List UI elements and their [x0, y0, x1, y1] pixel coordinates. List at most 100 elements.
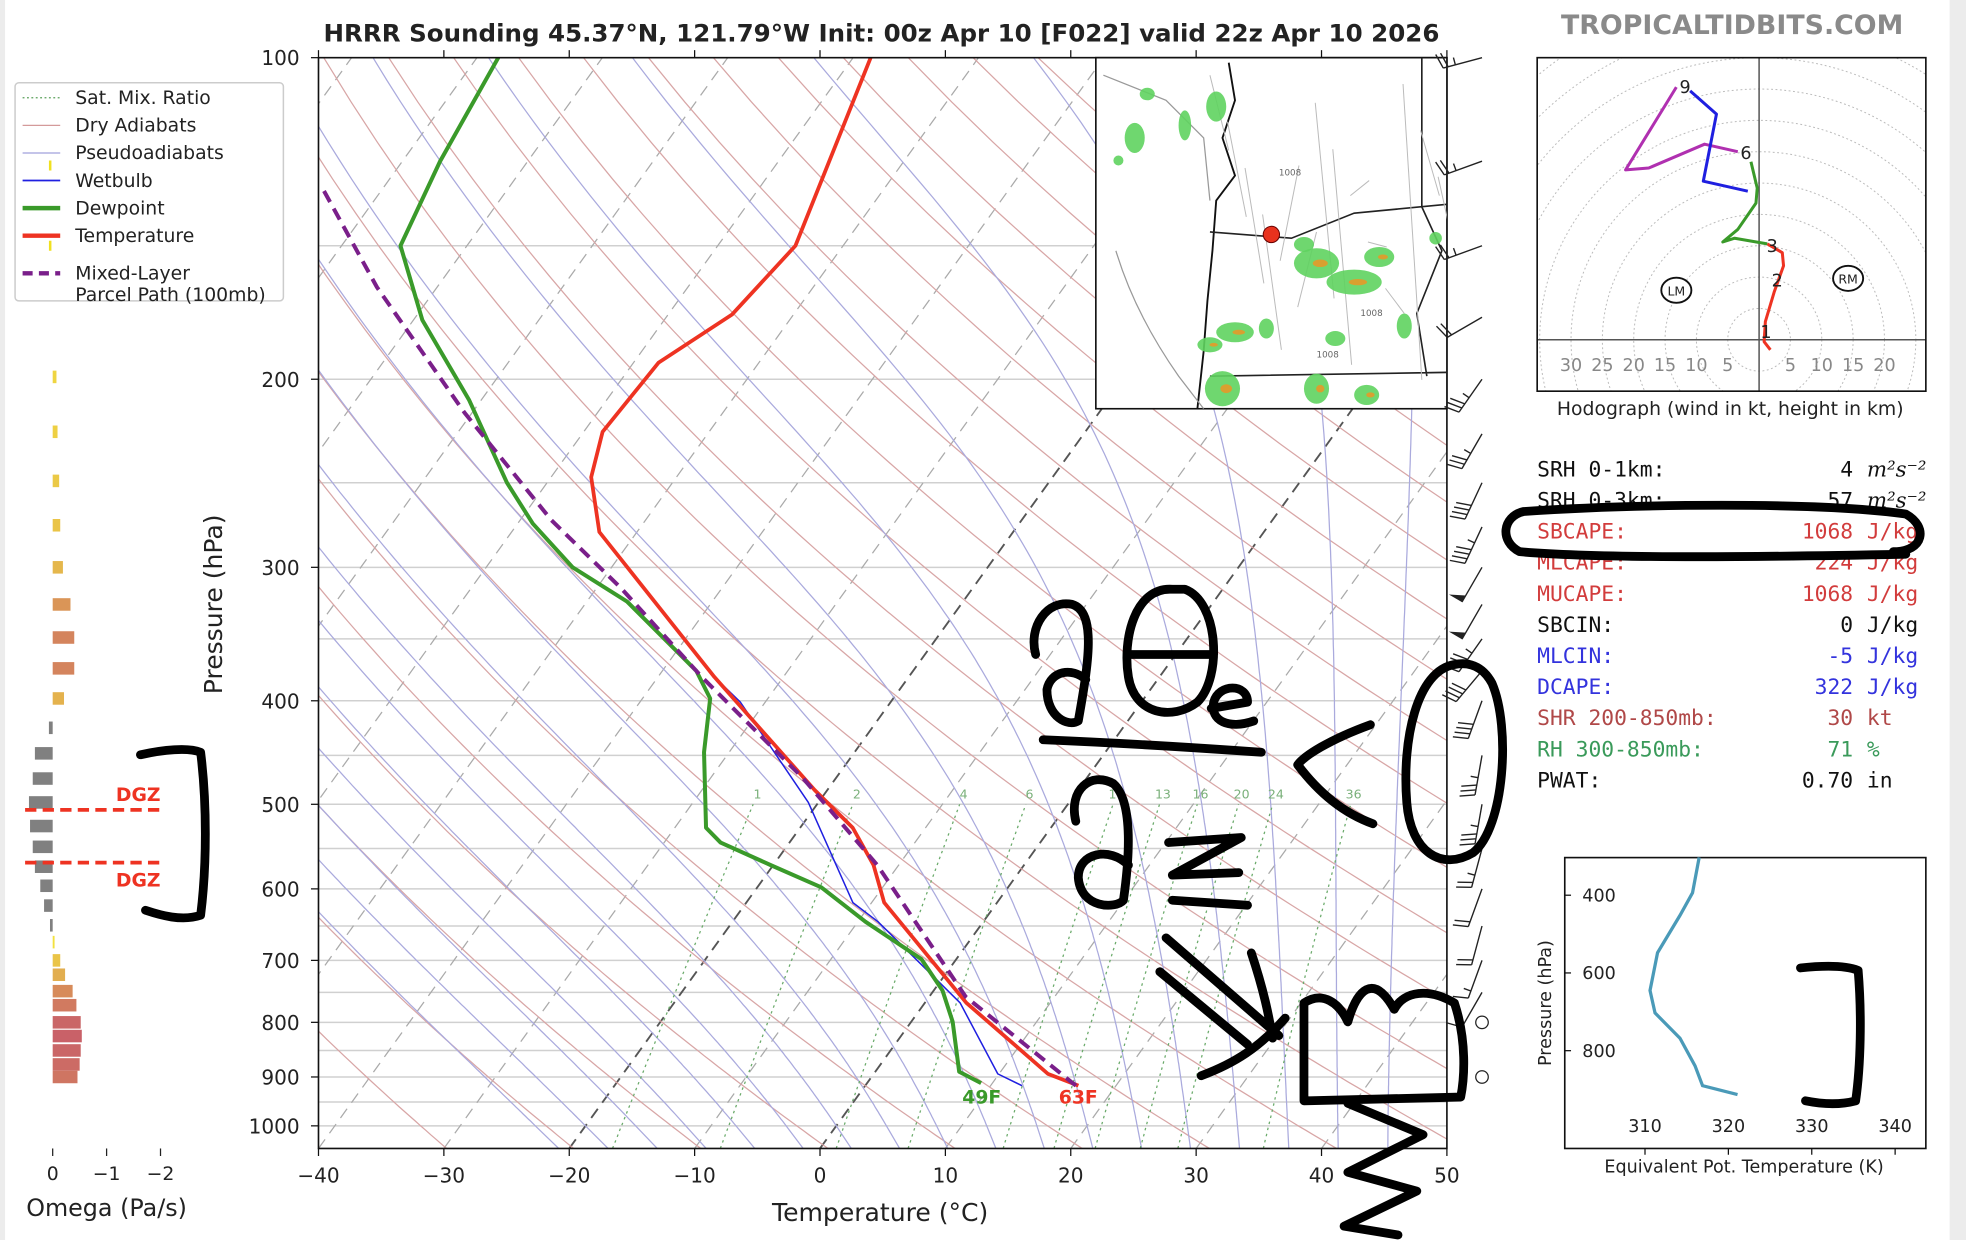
precip-area — [1429, 231, 1442, 245]
stat-unit: J/kg — [1867, 582, 1918, 607]
county-line — [1244, 167, 1265, 284]
mixing-ratio-line — [1002, 804, 1114, 1149]
y-tick-label: 900 — [261, 1065, 299, 1089]
barb-flag — [1460, 789, 1476, 792]
storm-motion-marker — [1660, 276, 1693, 304]
stat-unit: J/kg — [1867, 675, 1918, 700]
theta-e-y-tick-label: 800 — [1582, 1042, 1616, 1062]
barb-flag — [1439, 244, 1450, 259]
x-axis-label: Temperature (°C) — [771, 1198, 988, 1227]
hodograph-trace — [1689, 89, 1749, 193]
wind-barb — [1435, 159, 1483, 176]
storm-motion-label: RM — [1838, 271, 1858, 286]
legend-label: Pseudoadiabats — [75, 143, 224, 164]
omega-bar — [52, 1029, 82, 1043]
barb-flag — [1448, 686, 1463, 695]
barb-half-flag — [1470, 775, 1479, 779]
barb-flag — [1461, 833, 1477, 836]
mixing-ratio-line — [1053, 804, 1161, 1149]
barb-staff — [1464, 482, 1483, 520]
barb-flag — [1460, 838, 1476, 841]
barb-flag — [1451, 454, 1468, 461]
pseudoadiabat-line — [631, 57, 1192, 1149]
omega-bar — [52, 1058, 80, 1071]
theta-e-panel: 310 320 330 340 400 600 800 Equivalent Pot. Tem… — [1536, 856, 1927, 1177]
barb-staff — [1444, 160, 1483, 176]
barb-flag — [1440, 323, 1453, 336]
legend-label: Dry Adiabats — [75, 116, 196, 137]
barb-flag — [1450, 397, 1465, 405]
legend-label: Sat. Mix. Ratio — [75, 88, 211, 109]
y-tick-label: 400 — [261, 689, 299, 713]
dry-adiabat-line — [842, 57, 1447, 561]
barb-flag — [1459, 794, 1476, 797]
omega-bar — [28, 796, 53, 809]
hodograph-ring-label: 20 — [1873, 356, 1895, 376]
map-contour-label: 1008 — [1360, 309, 1382, 319]
parcel-path-line — [319, 185, 1078, 1088]
hand-bracket-left — [136, 745, 210, 923]
omega-bar — [52, 998, 77, 1012]
map-contour-label: 1008 — [1317, 350, 1339, 360]
omega-bar — [48, 721, 53, 735]
barb-staff — [1467, 960, 1483, 999]
barb-flag — [1451, 682, 1467, 691]
x-tick-label: −20 — [548, 1163, 590, 1187]
omega-bar — [52, 631, 75, 644]
dry-adiabat-line — [318, 370, 1210, 1149]
omega-bar — [52, 935, 55, 949]
precip-core — [1232, 329, 1246, 335]
stat-label: DCAPE: — [1537, 675, 1614, 700]
y-tick-label: 600 — [261, 877, 299, 901]
barb-staff — [1461, 433, 1483, 469]
legend-label: Dewpoint — [75, 198, 164, 219]
barb-staff — [1444, 245, 1483, 261]
y-tick-label: 300 — [261, 556, 299, 580]
wind-barb — [1435, 316, 1483, 338]
hand-oval — [1401, 659, 1507, 865]
barb-flag — [1452, 653, 1468, 661]
dry-adiabat-line — [712, 57, 1447, 680]
hodograph-content: 30 25 20 15 10 5 5 10 15 20 1 2 3 6 9 LM RM — [1537, 57, 1926, 392]
x-tick-label: 20 — [1058, 1163, 1084, 1187]
dry-adiabat-line — [318, 155, 1447, 1140]
hodograph-height-label: 2 — [1772, 271, 1783, 291]
state-border — [1209, 57, 1447, 377]
stat-value: -5 — [1827, 644, 1853, 669]
county-line — [1350, 180, 1370, 196]
omega-tick-label: −2 — [147, 1164, 175, 1185]
dry-adiabat-line — [318, 916, 575, 1149]
mixing-ratio-label: 1 — [754, 787, 762, 802]
stat-value: 1068 — [1802, 582, 1853, 607]
mixing-ratio-line — [907, 804, 1027, 1149]
barb-flag — [1435, 246, 1445, 260]
theta-e-x-tick-label: 340 — [1878, 1117, 1912, 1137]
wind-barb — [1449, 482, 1483, 520]
barb-flag — [1454, 919, 1471, 923]
site-watermark: TROPICALTIDBITS.COM — [1561, 11, 1903, 41]
legend-box — [14, 81, 285, 302]
precip-area — [1113, 155, 1124, 166]
barb-half-flag — [1463, 987, 1472, 992]
hodograph-ring-label: 10 — [1811, 356, 1833, 376]
omega-bar — [52, 370, 57, 384]
barb-flag — [1449, 459, 1465, 465]
x-tick-label: 10 — [933, 1163, 959, 1187]
stat-label: PWAT: — [1537, 768, 1601, 793]
stat-label: SHR 200-850mb: — [1537, 706, 1717, 731]
theta-e-y-tick-label: 400 — [1582, 886, 1616, 906]
mixing-ratio-line — [1139, 804, 1240, 1149]
barb-flag — [1456, 546, 1472, 551]
precip-core — [1209, 342, 1218, 347]
omega-bar — [40, 879, 53, 893]
mixing-ratio-label: 2 — [853, 787, 861, 802]
omega-bar — [52, 954, 61, 967]
pseudoadiabat-line — [318, 369, 949, 1149]
wind-barb — [1435, 52, 1483, 69]
stat-value: 322 — [1815, 675, 1853, 700]
barb-flag — [1439, 159, 1450, 174]
hand-bracket-right — [1796, 961, 1865, 1109]
precip-core — [1312, 259, 1328, 268]
omega-bar — [32, 840, 53, 854]
